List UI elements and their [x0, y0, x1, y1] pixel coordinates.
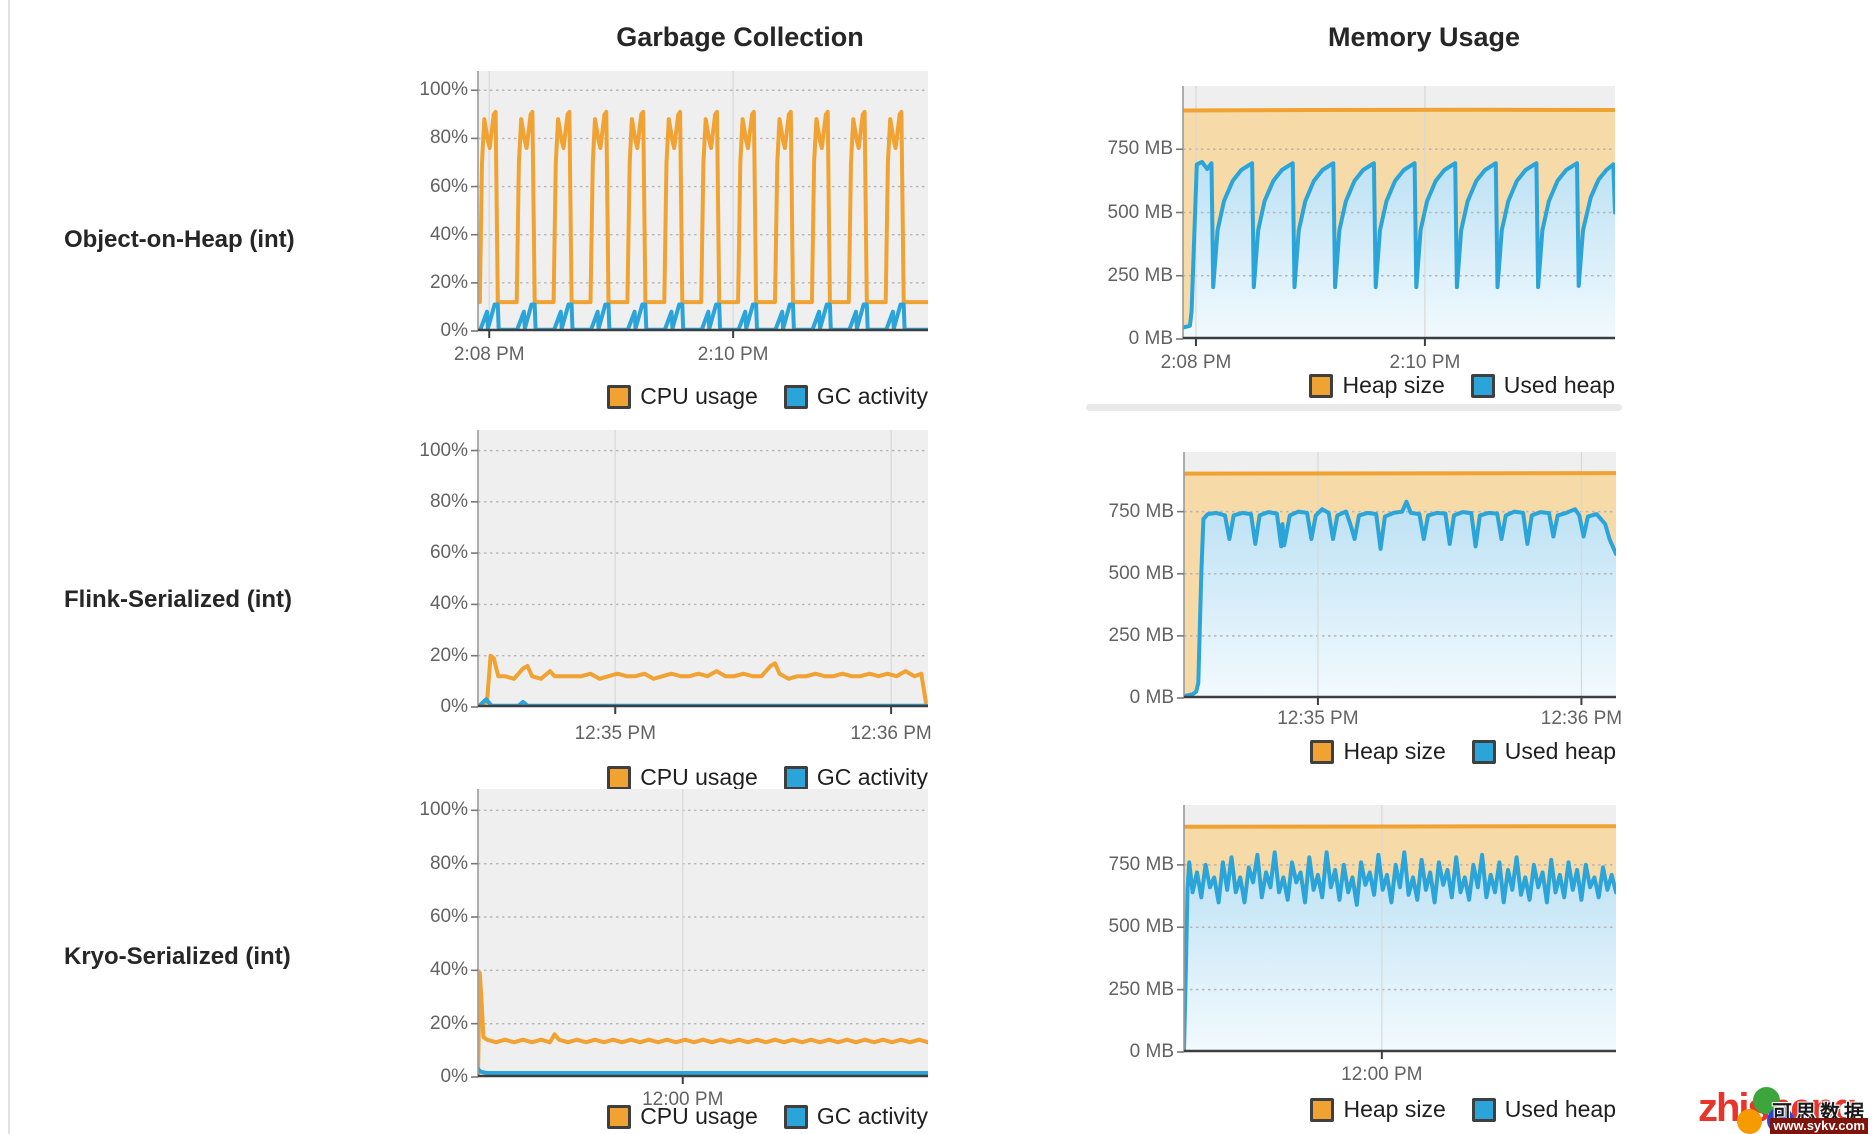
legend-heap-size: Heap size [1309, 372, 1445, 399]
gc-flink-serialized-xtick-12-35-pm: 12:35 PM [574, 723, 656, 744]
gc-kryo-serialized-legend: CPU usage GC activity [478, 1103, 928, 1130]
legend-swatch-blue-icon [1470, 373, 1495, 398]
gc-object-on-heap-ytick-60-: 60% [429, 175, 468, 197]
column-title-memory-usage: Memory Usage [1327, 22, 1521, 52]
mem-flink-serialized-plot [1177, 452, 1616, 705]
mem-object-on-heap-plot [1176, 86, 1615, 346]
legend-swatch-orange-icon [607, 765, 632, 790]
row-label-object-on-heap: Object-on-Heap (int) [64, 226, 295, 253]
gc-flink-serialized-ytick-100-: 100% [419, 439, 468, 461]
gc-object-on-heap-xtick-2-10-pm: 2:10 PM [697, 344, 769, 365]
legend-used-heap: Used heap [1470, 372, 1615, 399]
mem-object-on-heap-ytick-250-mb: 250 MB [1107, 264, 1173, 286]
mem-kryo-serialized-ytick-0-mb: 0 MB [1129, 1041, 1174, 1062]
legend-swatch-orange-icon [607, 1104, 632, 1129]
gc-kryo-serialized-ytick-100-: 100% [419, 799, 468, 821]
gc-object-on-heap-ytick-20-: 20% [429, 271, 468, 293]
legend-label: CPU usage [640, 764, 758, 790]
gc-kryo-serialized-ytick-0-: 0% [440, 1066, 468, 1087]
mem-kryo-serialized-legend: Heap size Used heap [1184, 1096, 1616, 1123]
mem-flink-serialized-xtick-12-35-pm: 12:35 PM [1277, 708, 1359, 729]
mem-flink-serialized-xtick-12-36-pm: 12:36 PM [1540, 708, 1623, 729]
mem-kryo-serialized-ytick-250-mb: 250 MB [1108, 978, 1174, 1000]
legend-label: Heap size [1342, 372, 1445, 398]
gc-flink-serialized-legend: CPU usage GC activity [478, 764, 928, 791]
row-divider [1086, 404, 1622, 411]
gc-object-on-heap-plot [471, 71, 928, 338]
mem-object-on-heap-xtick-2-10-pm: 2:10 PM [1389, 352, 1461, 373]
legend-heap-size: Heap size [1310, 738, 1446, 765]
gc-object-on-heap-legend: CPU usage GC activity [478, 383, 928, 410]
legend-cpu-usage: CPU usage [607, 1103, 758, 1130]
mem-kryo-serialized-ytick-500-mb: 500 MB [1108, 916, 1174, 938]
column-title-garbage-collection: Garbage Collection [616, 22, 864, 52]
legend-gc-activity: GC activity [783, 1103, 928, 1130]
gc-kryo-serialized-plot [471, 789, 928, 1084]
mem-kryo-serialized-plot [1177, 805, 1616, 1059]
legend-label: Used heap [1504, 738, 1616, 764]
logo-dot-orange-icon [1737, 1109, 1762, 1134]
gc-kryo-serialized-ytick-80-: 80% [429, 852, 468, 874]
legend-swatch-orange-icon [1310, 1097, 1335, 1122]
mem-object-on-heap-ytick-500-mb: 500 MB [1107, 201, 1173, 223]
gc-flink-serialized-ytick-60-: 60% [429, 542, 468, 564]
gc-flink-serialized-ytick-40-: 40% [429, 593, 468, 615]
legend-label: GC activity [816, 383, 928, 409]
legend-gc-activity: GC activity [783, 764, 928, 791]
gc-flink-serialized-xtick-12-36-pm: 12:36 PM [850, 723, 932, 744]
legend-cpu-usage: CPU usage [607, 764, 758, 791]
watermark: zhisheng 可思数据 www.sykv.com [1684, 1058, 1870, 1134]
gc-flink-serialized-ytick-80-: 80% [429, 490, 468, 512]
gc-flink-serialized-ytick-20-: 20% [429, 644, 468, 666]
gc-kryo-serialized-ytick-40-: 40% [429, 959, 468, 981]
legend-cpu-usage: CPU usage [607, 383, 758, 410]
gc-object-on-heap-ytick-0-: 0% [440, 320, 468, 341]
legend-label: Heap size [1343, 738, 1446, 764]
legend-label: Used heap [1503, 372, 1615, 398]
legend-swatch-blue-icon [783, 765, 808, 790]
legend-swatch-blue-icon [783, 384, 808, 409]
mem-kryo-serialized-xtick-12-00-pm: 12:00 PM [1341, 1064, 1423, 1085]
mem-flink-serialized-ytick-750-mb: 750 MB [1108, 500, 1174, 522]
legend-label: GC activity [816, 764, 928, 790]
mem-object-on-heap-legend: Heap size Used heap [1183, 372, 1615, 399]
legend-swatch-orange-icon [1310, 739, 1335, 764]
gc-object-on-heap-ytick-40-: 40% [429, 223, 468, 245]
gc-flink-serialized-plot [471, 430, 928, 714]
legend-gc-activity: GC activity [783, 383, 928, 410]
watermark-url-text: www.sykv.com [1770, 1118, 1868, 1134]
legend-swatch-blue-icon [1471, 1097, 1496, 1122]
mem-flink-serialized-ytick-250-mb: 250 MB [1108, 624, 1174, 646]
mem-flink-serialized-ytick-500-mb: 500 MB [1108, 562, 1174, 584]
gc-flink-serialized-ytick-0-: 0% [440, 696, 468, 717]
mem-flink-serialized-legend: Heap size Used heap [1184, 738, 1616, 765]
legend-swatch-orange-icon [607, 384, 632, 409]
row-label-flink-serialized: Flink-Serialized (int) [64, 586, 293, 613]
mem-object-on-heap-ytick-0-mb: 0 MB [1128, 328, 1173, 349]
mem-object-on-heap-xtick-2-08-pm: 2:08 PM [1160, 352, 1232, 373]
mem-object-on-heap-ytick-750-mb: 750 MB [1107, 138, 1173, 160]
legend-label: Used heap [1504, 1096, 1616, 1122]
gc-kryo-serialized-ytick-60-: 60% [429, 906, 468, 927]
legend-used-heap: Used heap [1471, 738, 1616, 765]
legend-label: GC activity [816, 1103, 928, 1129]
left-border-line [8, 0, 10, 1134]
mem-kryo-serialized-ytick-750-mb: 750 MB [1108, 853, 1174, 875]
legend-label: CPU usage [640, 1103, 758, 1129]
row-label-kryo-serialized: Kryo-Serialized (int) [64, 943, 291, 970]
gc-object-on-heap-xtick-2-08-pm: 2:08 PM [453, 344, 525, 365]
gc-object-on-heap-ytick-80-: 80% [429, 127, 468, 149]
mem-flink-serialized-ytick-0-mb: 0 MB [1129, 687, 1174, 708]
legend-heap-size: Heap size [1310, 1096, 1446, 1123]
gc-kryo-serialized-ytick-20-: 20% [429, 1012, 468, 1034]
legend-swatch-blue-icon [783, 1104, 808, 1129]
gc-kryo-serialized-xtick-12-00-pm: 12:00 PM [642, 1089, 724, 1110]
legend-label: Heap size [1343, 1096, 1446, 1122]
legend-swatch-blue-icon [1471, 739, 1496, 764]
legend-used-heap: Used heap [1471, 1096, 1616, 1123]
legend-label: CPU usage [640, 383, 758, 409]
legend-swatch-orange-icon [1309, 373, 1334, 398]
gc-object-on-heap-ytick-100-: 100% [419, 79, 468, 101]
